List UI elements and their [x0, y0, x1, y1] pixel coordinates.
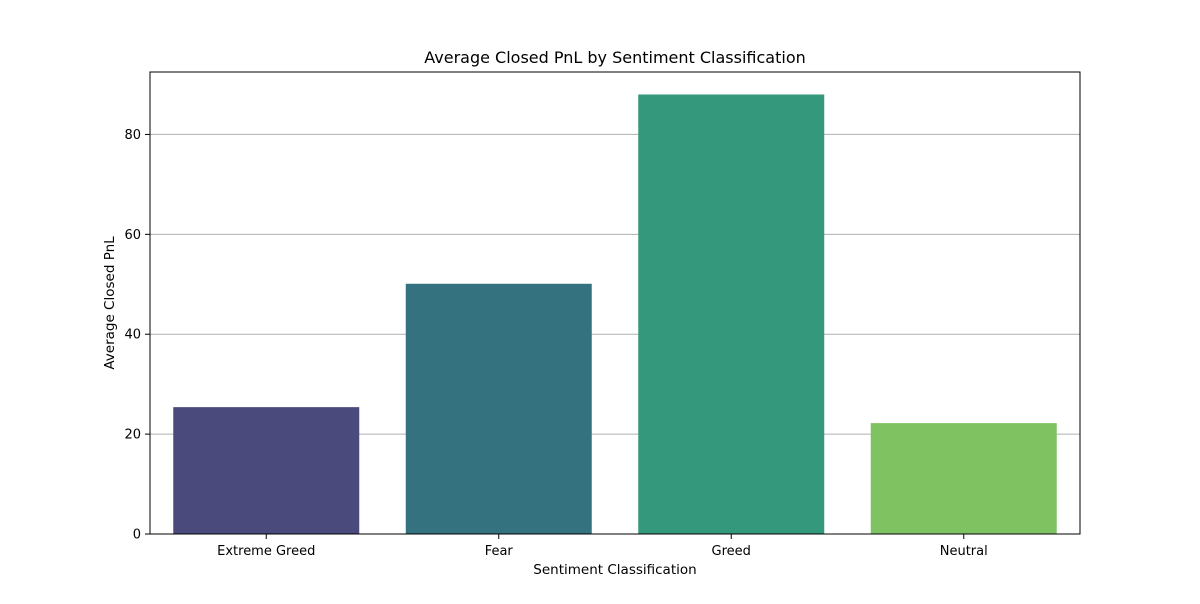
gridlines	[150, 133, 1080, 435]
y-axis-label: Average Closed PnL	[102, 236, 118, 370]
y-tick-label: 80	[124, 128, 141, 143]
bar-fear	[405, 283, 592, 534]
y-axis-ticks: 0 20 40 60 80	[124, 128, 150, 543]
bars	[173, 94, 1057, 534]
y-tick-label: 20	[124, 428, 141, 443]
plot-frame	[149, 71, 1081, 535]
y-tick-label: 40	[124, 328, 141, 343]
bar-extreme-greed	[173, 407, 360, 534]
x-tick-label: Extreme Greed	[217, 544, 315, 559]
x-tick-label: Neutral	[940, 544, 988, 559]
y-tick-label: 60	[124, 228, 141, 243]
bar-neutral	[870, 423, 1057, 534]
x-axis-ticks: Extreme Greed Fear Greed Neutral	[217, 534, 988, 559]
y-tick-label: 0	[133, 528, 141, 543]
x-tick-label: Fear	[485, 544, 514, 559]
chart-title: Average Closed PnL by Sentiment Classifi…	[424, 48, 806, 67]
bar-greed	[638, 94, 825, 534]
x-axis-label: Sentiment Classification	[533, 562, 696, 578]
x-tick-label: Greed	[712, 544, 751, 559]
